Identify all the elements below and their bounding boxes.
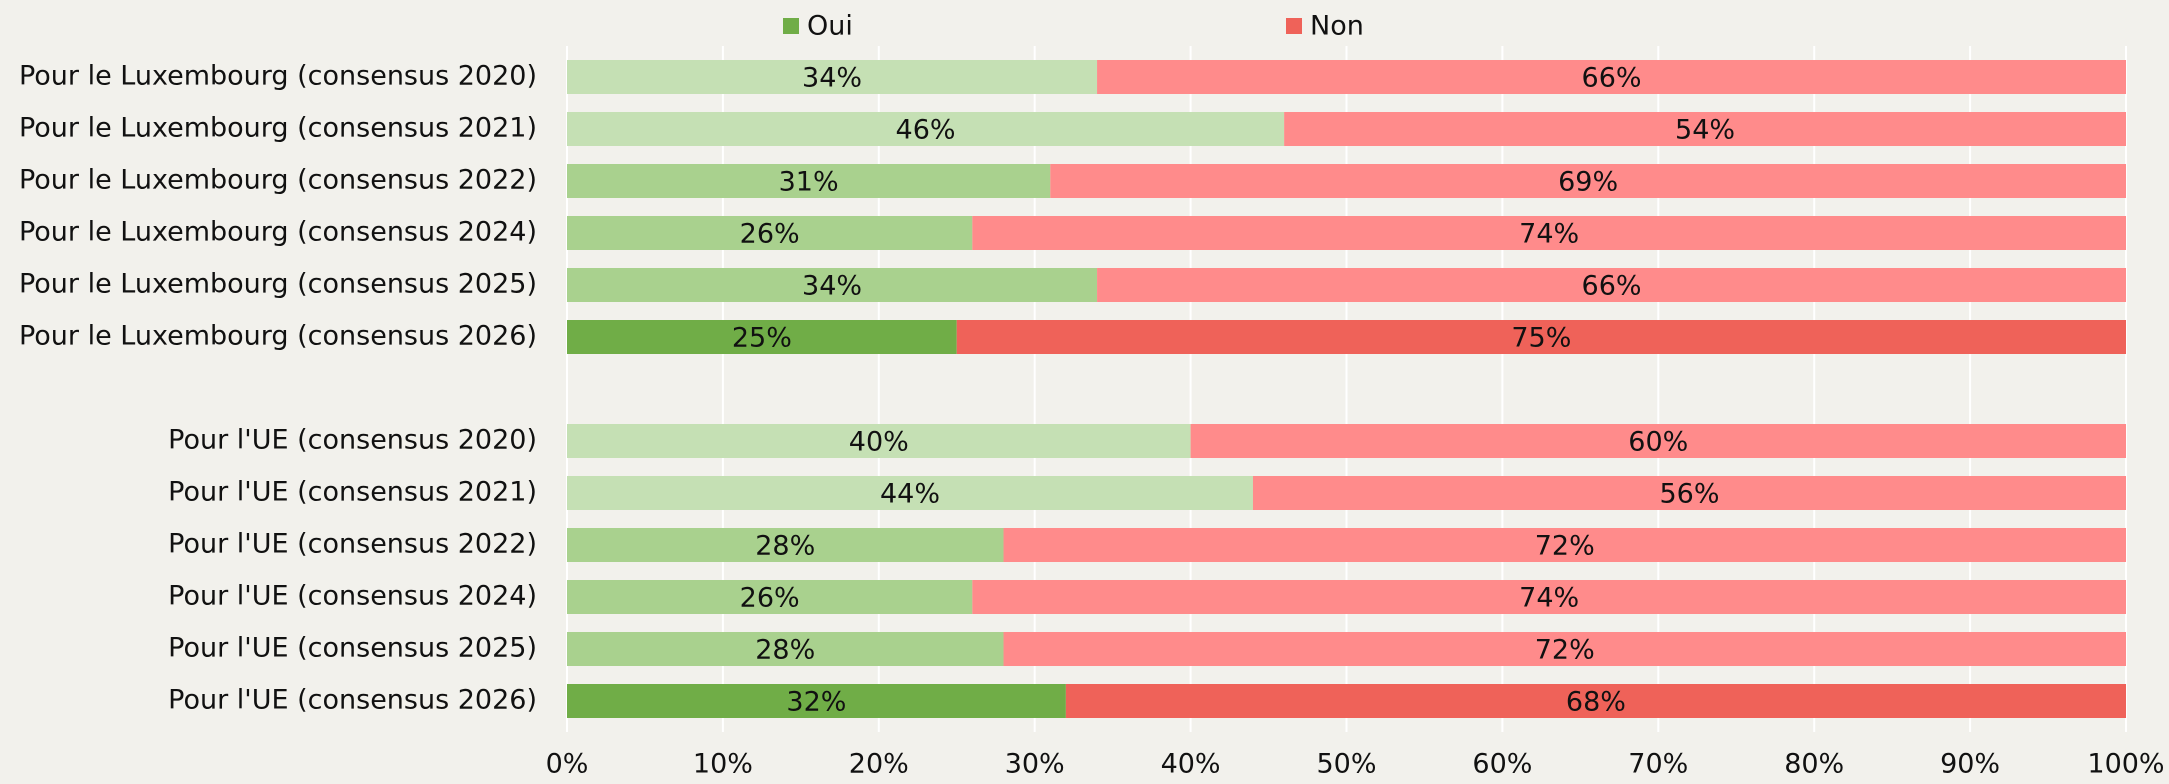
data-label: 74% — [1519, 583, 1579, 614]
bar-segment — [1003, 528, 2126, 562]
bar-segment — [1252, 476, 2126, 510]
y-tick-label: Pour l'UE (consensus 2020) — [168, 425, 537, 456]
data-label: 72% — [1535, 635, 1595, 666]
bar-segment — [1097, 268, 2126, 302]
bar-segment — [972, 216, 2126, 250]
data-label: 56% — [1659, 479, 1719, 510]
bar-segment — [567, 684, 1066, 718]
bar-segment — [567, 424, 1191, 458]
bar-segment — [567, 216, 973, 250]
data-label: 44% — [880, 479, 940, 510]
bar-segment — [567, 632, 1004, 666]
data-label: 54% — [1675, 115, 1735, 146]
bar-segment — [567, 60, 1098, 94]
data-label: 28% — [755, 635, 815, 666]
bar-segment — [1097, 60, 2126, 94]
data-label: 66% — [1582, 271, 1642, 302]
bar-segment — [567, 528, 1004, 562]
legend-label: Oui — [807, 11, 853, 42]
data-label: 74% — [1519, 219, 1579, 250]
x-tick-label: 80% — [1784, 749, 1844, 780]
bar-segment — [956, 320, 2126, 354]
data-label: 28% — [755, 531, 815, 562]
bar-segment — [972, 580, 2126, 614]
x-tick-label: 90% — [1940, 749, 2000, 780]
data-label: 34% — [802, 63, 862, 94]
x-tick-label: 10% — [693, 749, 753, 780]
bar-segment — [567, 476, 1253, 510]
bar-segment — [1190, 424, 2126, 458]
data-label: 46% — [896, 115, 956, 146]
data-label: 66% — [1582, 63, 1642, 94]
data-label: 32% — [786, 687, 846, 718]
bar-segment — [1065, 684, 2126, 718]
data-label: 69% — [1558, 167, 1618, 198]
x-tick-label: 70% — [1628, 749, 1688, 780]
data-label: 31% — [779, 167, 839, 198]
bar-segment — [1284, 112, 2126, 146]
legend-swatch — [1286, 18, 1302, 34]
x-tick-label: 60% — [1472, 749, 1532, 780]
bar-segment — [567, 580, 973, 614]
data-label: 26% — [740, 219, 800, 250]
y-tick-label: Pour le Luxembourg (consensus 2020) — [19, 61, 537, 92]
data-label: 34% — [802, 271, 862, 302]
data-label: 40% — [849, 427, 909, 458]
y-tick-label: Pour l'UE (consensus 2025) — [168, 633, 537, 664]
y-tick-label: Pour l'UE (consensus 2021) — [168, 477, 537, 508]
data-label: 72% — [1535, 531, 1595, 562]
y-tick-label: Pour l'UE (consensus 2024) — [168, 581, 537, 612]
bar-segment — [1003, 632, 2126, 666]
bar-segment — [567, 268, 1098, 302]
data-label: 25% — [732, 323, 792, 354]
x-tick-label: 50% — [1316, 749, 1376, 780]
bar-segment — [567, 112, 1285, 146]
y-tick-label: Pour l'UE (consensus 2022) — [168, 529, 537, 560]
bar-segment — [567, 164, 1051, 198]
x-tick-label: 30% — [1005, 749, 1065, 780]
y-tick-label: Pour le Luxembourg (consensus 2022) — [19, 165, 537, 196]
y-tick-label: Pour le Luxembourg (consensus 2025) — [19, 269, 537, 300]
bar-segment — [567, 320, 957, 354]
x-tick-label: 20% — [849, 749, 909, 780]
x-tick-label: 100% — [2087, 749, 2164, 780]
y-tick-label: Pour l'UE (consensus 2026) — [168, 685, 537, 716]
data-label: 75% — [1511, 323, 1571, 354]
data-label: 68% — [1566, 687, 1626, 718]
x-tick-label: 0% — [546, 749, 589, 780]
data-label: 60% — [1628, 427, 1688, 458]
y-tick-label: Pour le Luxembourg (consensus 2026) — [19, 321, 537, 352]
legend-label: Non — [1310, 11, 1364, 42]
legend-swatch — [783, 18, 799, 34]
y-tick-label: Pour le Luxembourg (consensus 2024) — [19, 217, 537, 248]
data-label: 26% — [740, 583, 800, 614]
y-tick-label: Pour le Luxembourg (consensus 2021) — [19, 113, 537, 144]
x-tick-label: 40% — [1161, 749, 1221, 780]
bar-segment — [1050, 164, 2126, 198]
